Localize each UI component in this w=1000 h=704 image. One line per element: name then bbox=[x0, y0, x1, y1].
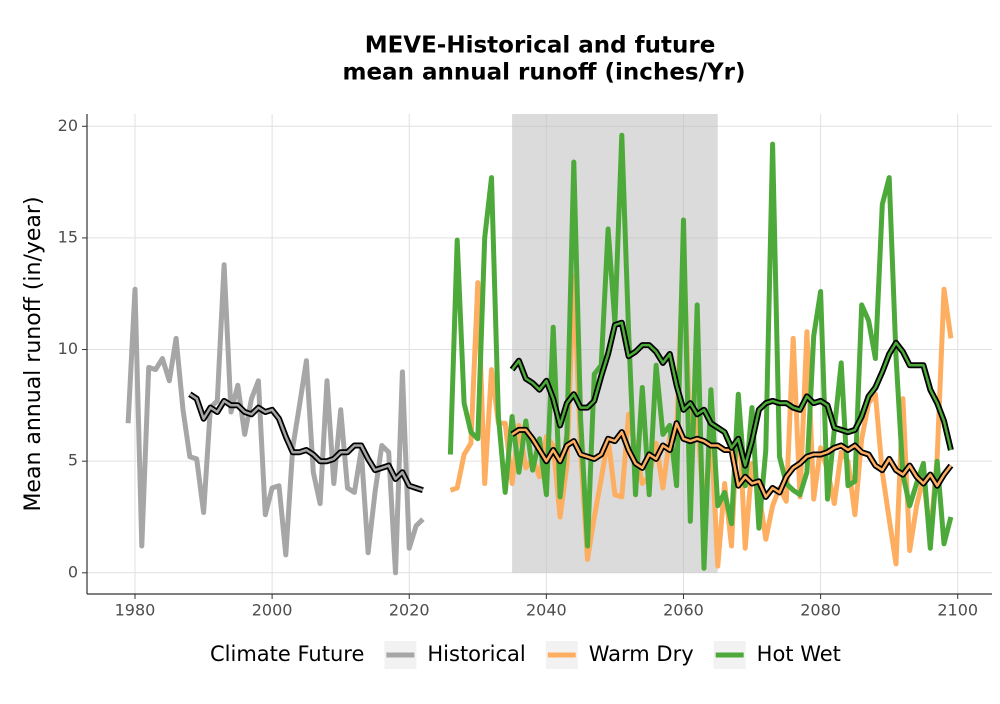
legend-label: Historical bbox=[427, 642, 525, 666]
chart-title: MEVE-Historical and future bbox=[365, 33, 716, 59]
x-tick-label: 2040 bbox=[526, 601, 567, 620]
x-tick-label: 2020 bbox=[389, 601, 430, 620]
legend-title: Climate Future bbox=[210, 642, 364, 666]
x-tick-label: 2000 bbox=[252, 601, 293, 620]
y-axis-label: Mean annual runoff (in/year) bbox=[21, 196, 46, 511]
legend-label: Hot Wet bbox=[757, 642, 841, 666]
y-tick-label: 15 bbox=[58, 227, 78, 246]
y-tick-label: 20 bbox=[58, 116, 78, 135]
smooth-line bbox=[511, 321, 953, 467]
x-tick-label: 2060 bbox=[663, 601, 704, 620]
chart-title: mean annual runoff (inches/Yr) bbox=[342, 60, 745, 86]
x-tick-label: 1980 bbox=[115, 601, 156, 620]
smooth-line bbox=[189, 393, 424, 492]
series-line bbox=[125, 262, 425, 576]
x-tick-label: 2080 bbox=[800, 601, 841, 620]
series-line bbox=[447, 132, 954, 571]
y-tick-label: 5 bbox=[68, 451, 78, 470]
y-tick-label: 10 bbox=[58, 339, 78, 358]
legend-label: Warm Dry bbox=[589, 642, 694, 666]
y-tick-label: 0 bbox=[68, 562, 78, 581]
x-tick-label: 2100 bbox=[937, 601, 978, 620]
